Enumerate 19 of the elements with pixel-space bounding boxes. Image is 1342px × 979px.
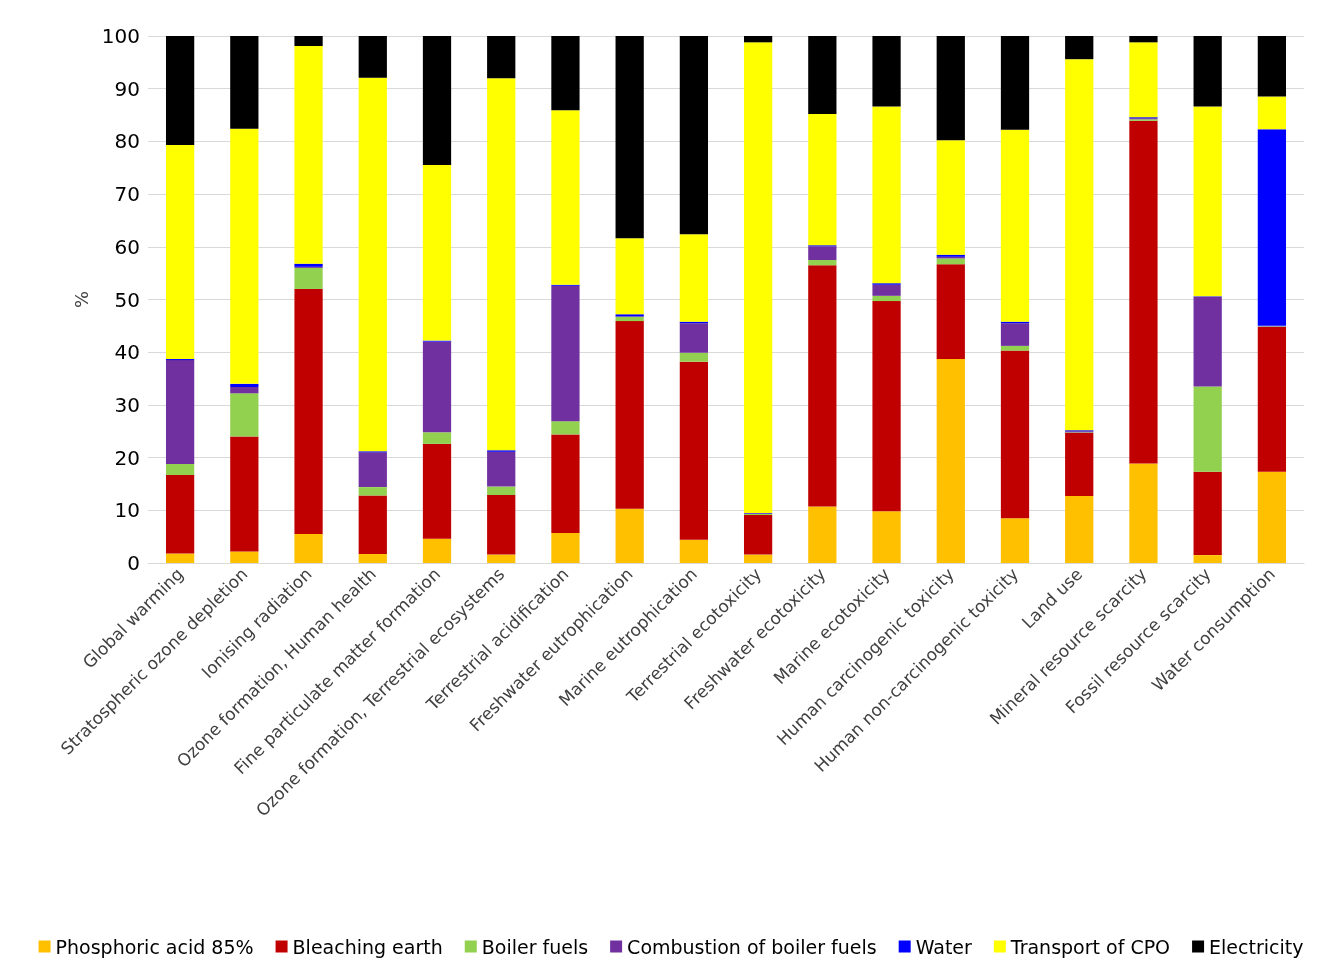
y-axis-title: %	[71, 290, 93, 309]
legend-label: Electricity	[1209, 935, 1304, 958]
y-tick-label: 70	[114, 182, 140, 207]
y-tick-label: 10	[114, 498, 140, 523]
legend-label: Boiler fuels	[481, 935, 589, 958]
legend-label: Water	[915, 935, 973, 958]
y-tick-label: 100	[101, 24, 140, 48]
y-tick-label: 0	[127, 551, 140, 575]
y-tick-label: 40	[114, 340, 140, 365]
legend-label: Transport of CPO	[1009, 935, 1171, 958]
y-tick-label: 30	[114, 392, 140, 417]
y-tick-label: 60	[114, 234, 140, 259]
y-tick-label: 90	[114, 76, 140, 101]
legend-label: Bleaching earth	[292, 935, 443, 958]
legend-label: Phosphoric acid 85%	[55, 935, 254, 958]
y-tick-label: 50	[114, 287, 140, 312]
y-tick-label: 80	[114, 129, 140, 154]
legend-label: Combustion of boiler fuels	[627, 935, 877, 958]
y-tick-label: 20	[114, 445, 140, 470]
